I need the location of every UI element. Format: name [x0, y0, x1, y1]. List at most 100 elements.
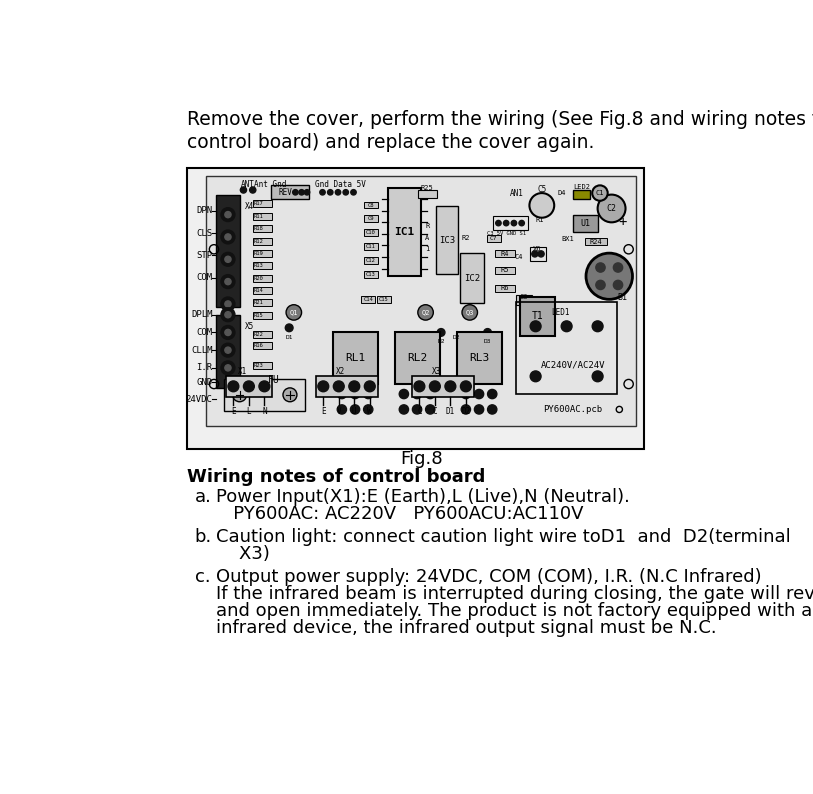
Bar	[253, 362, 272, 368]
Text: Remove the cover, perform the wiring (See Fig.8 and wiring notes for: Remove the cover, perform the wiring (Se…	[187, 110, 813, 129]
Circle shape	[364, 381, 376, 391]
Text: Q1: Q1	[289, 310, 298, 315]
Text: R6: R6	[500, 285, 509, 291]
Bar	[253, 312, 272, 318]
Text: E: E	[231, 407, 236, 416]
Text: X3): X3)	[216, 545, 270, 563]
Circle shape	[225, 234, 231, 240]
Bar	[224, 379, 306, 411]
Bar	[253, 250, 272, 257]
Bar	[271, 185, 309, 199]
Text: X3: X3	[432, 368, 441, 376]
Circle shape	[337, 405, 346, 414]
Circle shape	[349, 381, 359, 391]
Text: IC2: IC2	[464, 274, 480, 283]
Bar	[253, 200, 272, 207]
Text: b.: b.	[194, 528, 212, 546]
Circle shape	[241, 187, 246, 193]
Bar	[585, 237, 607, 245]
Bar	[516, 295, 532, 305]
Text: GND: GND	[196, 378, 212, 387]
Circle shape	[320, 190, 325, 195]
Circle shape	[285, 324, 293, 332]
Circle shape	[286, 305, 302, 320]
Circle shape	[399, 389, 408, 399]
Text: CLLM: CLLM	[191, 345, 212, 355]
Text: Q3: Q3	[466, 310, 474, 315]
Text: Gnd Data 5V: Gnd Data 5V	[315, 180, 366, 189]
Bar	[253, 225, 272, 233]
Circle shape	[221, 343, 235, 357]
Text: R21: R21	[254, 300, 263, 306]
Bar	[389, 187, 421, 276]
Text: Wiring notes of control board: Wiring notes of control board	[187, 468, 485, 486]
Text: R23: R23	[254, 363, 263, 368]
Text: C5: C5	[537, 185, 546, 195]
Circle shape	[283, 388, 297, 402]
Bar	[516, 302, 617, 394]
Bar	[495, 267, 515, 274]
Circle shape	[429, 381, 441, 391]
Bar	[573, 214, 598, 232]
Text: PY600AC.pcb: PY600AC.pcb	[543, 405, 602, 414]
Circle shape	[425, 405, 435, 414]
Circle shape	[221, 275, 235, 288]
Text: a.: a.	[194, 488, 211, 506]
Bar	[418, 190, 437, 198]
Circle shape	[613, 280, 623, 290]
Circle shape	[561, 321, 572, 332]
Text: C7: C7	[490, 236, 498, 241]
Bar	[411, 376, 474, 397]
Circle shape	[328, 190, 333, 195]
Circle shape	[350, 389, 359, 399]
Circle shape	[318, 381, 328, 391]
Circle shape	[414, 381, 425, 391]
Circle shape	[221, 326, 235, 339]
Circle shape	[475, 389, 484, 399]
Bar	[253, 342, 272, 349]
Text: R12: R12	[254, 239, 263, 244]
Circle shape	[225, 312, 231, 318]
Circle shape	[225, 256, 231, 262]
Text: COM: COM	[196, 328, 212, 337]
Text: D2: D2	[461, 407, 471, 416]
Circle shape	[530, 321, 541, 332]
Text: C3 5V GND S1: C3 5V GND S1	[487, 231, 526, 237]
Text: C11: C11	[366, 244, 376, 249]
Circle shape	[503, 221, 509, 225]
Text: Power Input(X1):E (Earth),L (Live),N (Neutral).: Power Input(X1):E (Earth),L (Live),N (Ne…	[216, 488, 630, 506]
Bar	[363, 243, 377, 250]
Text: Q2: Q2	[421, 310, 430, 315]
Text: V: V	[337, 407, 341, 416]
Text: C14: C14	[363, 297, 373, 303]
Text: STP: STP	[196, 251, 212, 260]
Circle shape	[437, 329, 445, 337]
Text: AC240V/AC24V: AC240V/AC24V	[541, 360, 605, 369]
Text: and open immediately. The product is not factory equipped with an: and open immediately. The product is not…	[216, 602, 813, 620]
Text: R1: R1	[535, 217, 544, 223]
Text: 24VDC: 24VDC	[185, 395, 212, 404]
Text: RL3: RL3	[469, 353, 489, 363]
Text: Caution light: connect caution light wire toD1  and  D2(terminal: Caution light: connect caution light wir…	[216, 528, 791, 546]
Circle shape	[363, 389, 373, 399]
Bar	[363, 215, 377, 222]
Text: C1: C1	[596, 190, 604, 196]
Bar	[253, 299, 272, 306]
Text: I.R: I.R	[196, 364, 212, 372]
Circle shape	[530, 371, 541, 382]
Bar	[457, 332, 502, 384]
Text: D2: D2	[453, 335, 460, 341]
Text: C: C	[417, 407, 422, 416]
Circle shape	[418, 305, 433, 320]
Circle shape	[496, 221, 501, 225]
Circle shape	[475, 405, 484, 414]
Circle shape	[529, 193, 554, 218]
Bar	[376, 296, 391, 303]
Text: RL1: RL1	[345, 353, 365, 363]
Bar	[253, 275, 272, 282]
Text: D2: D2	[437, 339, 445, 345]
Text: infrared device, the infrared output signal must be N.C.: infrared device, the infrared output sig…	[216, 619, 717, 637]
Bar	[487, 235, 501, 241]
Text: C13: C13	[366, 272, 376, 277]
Text: R16: R16	[254, 344, 263, 349]
